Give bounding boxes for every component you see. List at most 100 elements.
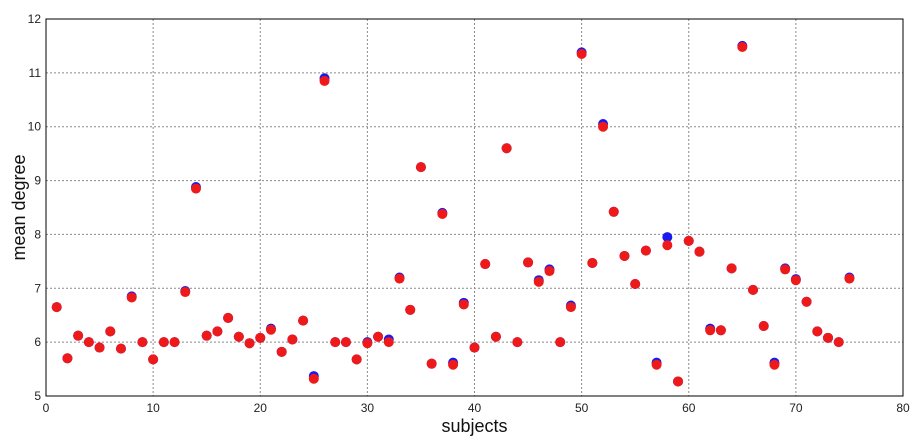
red-data-point xyxy=(405,304,416,315)
x-tick-label: 0 xyxy=(43,401,50,415)
red-data-point xyxy=(126,292,137,303)
red-data-point xyxy=(801,296,812,307)
x-tick-label: 80 xyxy=(896,401,910,415)
plot-frame xyxy=(45,18,904,397)
red-data-point xyxy=(351,354,362,365)
y-tick-label: 9 xyxy=(34,174,41,188)
red-data-point xyxy=(501,143,512,154)
x-tick-label: 50 xyxy=(575,401,589,415)
red-data-point xyxy=(319,75,330,86)
grid-lines xyxy=(46,19,903,396)
data-points xyxy=(51,40,855,387)
red-data-point xyxy=(83,337,94,348)
red-data-point xyxy=(448,359,459,370)
tick-labels: 0 10 20 30 40 50 60 70 80 5 6 7 8 9 10 11 12 xyxy=(28,12,910,415)
y-tick-label: 11 xyxy=(29,66,42,80)
x-tick-label: 30 xyxy=(361,401,375,415)
x-tick-label: 20 xyxy=(254,401,268,415)
red-data-point xyxy=(619,250,630,261)
red-data-point xyxy=(383,337,394,348)
red-data-point xyxy=(565,302,576,313)
red-data-point xyxy=(512,337,523,348)
red-data-point xyxy=(833,337,844,348)
red-data-point xyxy=(662,240,673,251)
red-data-point xyxy=(748,284,759,295)
red-data-point xyxy=(265,324,276,335)
red-data-point xyxy=(180,287,191,298)
red-data-point xyxy=(523,257,534,268)
y-tick-label: 8 xyxy=(34,227,41,241)
red-data-point xyxy=(137,337,148,348)
x-tick-label: 70 xyxy=(789,401,803,415)
red-data-point xyxy=(437,208,448,219)
red-data-point xyxy=(169,337,180,348)
red-data-point xyxy=(458,299,469,310)
red-data-point xyxy=(362,338,373,349)
red-data-point xyxy=(758,320,769,331)
x-axis-label: subjects xyxy=(441,416,507,436)
red-data-point xyxy=(94,342,105,353)
red-data-point xyxy=(694,246,705,257)
red-data-point xyxy=(715,325,726,336)
red-data-point xyxy=(115,343,126,354)
red-data-point xyxy=(190,183,201,194)
red-data-point xyxy=(148,354,159,365)
red-data-point xyxy=(330,337,341,348)
y-tick-label: 12 xyxy=(28,12,42,26)
red-data-point xyxy=(769,359,780,370)
red-data-point xyxy=(105,326,116,337)
red-data-point xyxy=(255,332,266,343)
blue-data-point xyxy=(662,232,673,243)
red-data-point xyxy=(587,257,598,268)
red-data-point xyxy=(394,273,405,284)
red-data-point xyxy=(276,346,287,357)
red-data-point xyxy=(201,330,212,341)
red-data-point xyxy=(158,337,169,348)
red-data-point xyxy=(233,331,244,342)
red-data-point xyxy=(705,325,716,336)
red-data-point xyxy=(212,326,223,337)
red-data-point xyxy=(737,42,748,53)
red-data-point xyxy=(630,278,641,289)
y-tick-label: 10 xyxy=(28,120,42,134)
red-data-point xyxy=(608,206,619,217)
red-data-point xyxy=(223,312,234,323)
red-data-point xyxy=(373,331,384,342)
red-data-point xyxy=(51,302,62,313)
red-data-point xyxy=(533,276,544,287)
red-data-point xyxy=(790,275,801,286)
red-data-point xyxy=(426,358,437,369)
red-data-point xyxy=(651,359,662,370)
y-axis-label: mean degree xyxy=(9,154,29,260)
red-data-point xyxy=(415,162,426,173)
red-data-point xyxy=(598,121,609,132)
red-data-point xyxy=(308,373,319,384)
red-data-point xyxy=(490,331,501,342)
red-data-point xyxy=(673,376,684,387)
red-data-point xyxy=(555,337,566,348)
red-data-point xyxy=(726,263,737,274)
red-data-point xyxy=(469,342,480,353)
red-data-point xyxy=(73,330,84,341)
red-data-point xyxy=(844,273,855,284)
red-data-point xyxy=(244,338,255,349)
x-tick-label: 40 xyxy=(468,401,482,415)
red-data-point xyxy=(480,259,491,270)
red-data-point xyxy=(340,337,351,348)
y-tick-label: 5 xyxy=(34,389,41,403)
red-data-point xyxy=(823,332,834,343)
red-data-point xyxy=(287,334,298,345)
red-data-point xyxy=(576,49,587,60)
x-tick-label: 60 xyxy=(682,401,696,415)
red-data-point xyxy=(812,326,823,337)
red-data-point xyxy=(544,266,555,277)
red-data-point xyxy=(780,264,791,275)
x-tick-label: 10 xyxy=(146,401,160,415)
red-data-point xyxy=(298,315,309,326)
red-data-point xyxy=(683,235,694,246)
red-data-point xyxy=(640,245,651,256)
y-tick-label: 7 xyxy=(34,281,41,295)
red-data-point xyxy=(62,353,73,364)
y-tick-label: 6 xyxy=(34,335,41,349)
